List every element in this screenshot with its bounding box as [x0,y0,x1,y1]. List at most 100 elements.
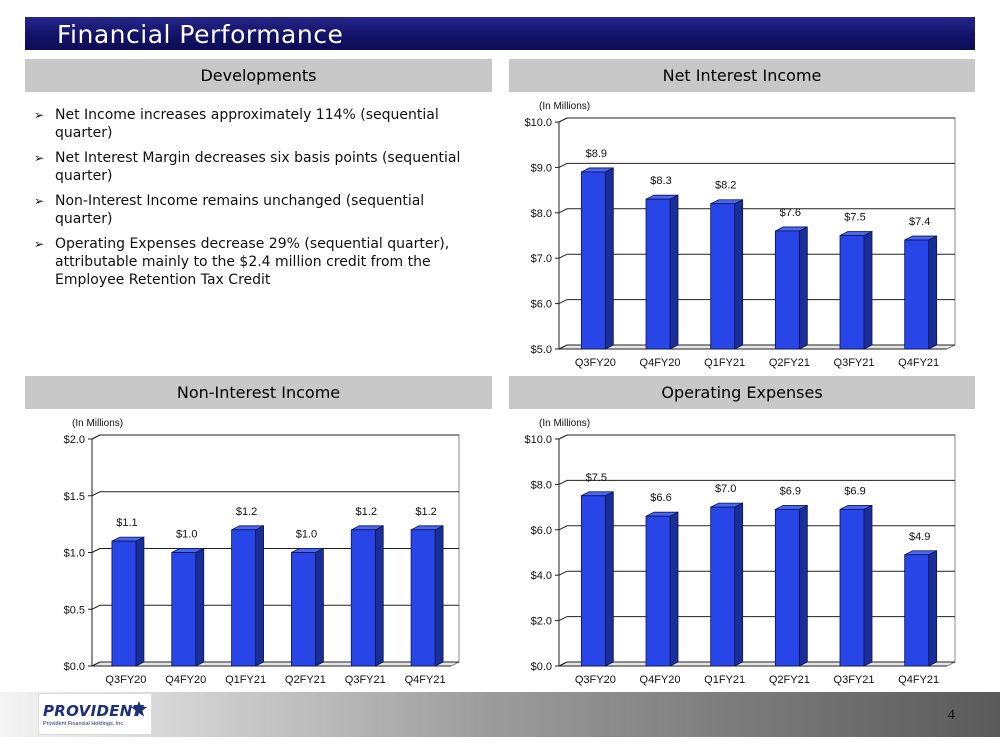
gridline [558,253,955,259]
gridline [558,479,955,485]
gridline [558,525,955,531]
floor [558,661,956,667]
provident-logo: PROVIDENT Provident Financial Holdings, … [38,693,152,735]
gridline [558,570,955,576]
bar [839,230,873,350]
developments-list: ➢ Net Income increases approximately 114%… [34,106,484,296]
y-tick-label: $1.0 [64,548,85,560]
gridline [558,661,955,667]
bar-face [774,508,800,667]
data-label: $7.6 [780,207,801,219]
y-tick-label: $0.5 [64,604,85,616]
gridline [91,604,459,610]
x-tick-label: Q4FY21 [898,674,939,686]
bar-face [580,171,606,350]
bar-face [111,540,137,667]
bar [111,536,145,667]
data-label: $1.2 [356,506,377,518]
gridline [558,616,955,622]
data-label: $6.9 [780,485,801,497]
data-label: $1.2 [236,506,257,518]
bar-side [135,536,145,667]
x-tick-label: Q3FY20 [575,357,616,369]
slide-title: Financial Performance [57,20,344,49]
data-label: $7.4 [909,216,930,228]
x-tick-label: Q3FY20 [575,674,616,686]
y-tick-label: $8.0 [531,479,552,491]
bar-side [669,194,679,350]
bar-face [774,230,800,350]
star-icon [130,700,148,717]
net-interest-income-chart: $5.0 $6.0 $7.0 $8.0 $9.0 $10.0 (In Millions) $8… [524,101,956,369]
operating-expenses-header: Operating Expenses [509,376,975,409]
x-tick-label: Q3FY20 [105,674,146,686]
data-label: $8.3 [650,175,671,187]
gridline [91,548,459,553]
bar-side [604,167,614,350]
bar-side [798,504,808,667]
bar-side [734,199,744,350]
bullet-text: Net Interest Margin decreases six basis … [55,150,461,184]
bar [710,502,744,667]
x-tick-label: Q2FY21 [769,357,810,369]
bar-side [734,502,744,667]
x-tick-label: Q2FY21 [769,674,810,686]
bar [774,504,808,667]
x-tick-label: Q4FY21 [405,674,446,686]
list-item: ➢ Net Interest Margin decreases six basis… [34,149,484,185]
bar-face [231,529,256,667]
back-wall [558,117,956,350]
bar-face [350,529,376,667]
y-tick-label: $6.0 [531,299,552,311]
bullet-text: Non-Interest Income remains unchanged (s… [55,193,425,227]
bar-side [928,235,938,350]
y-tick-label: $6.0 [531,525,552,537]
bar [231,525,264,667]
y-tick-label: $7.0 [531,253,552,265]
floor [558,344,956,350]
logo-wordmark: PROVIDENT [43,702,144,720]
list-item: ➢ Net Income increases approximately 114%… [34,106,484,142]
y-tick-label: $0.0 [531,661,552,673]
data-label: $8.2 [715,180,736,192]
bar-side [604,491,614,667]
logo-subtitle: Provident Financial Holdings, Inc. [43,721,125,727]
back-wall [558,434,956,667]
unit-note: (In Millions) [539,101,590,112]
x-tick-label: Q3FY21 [834,357,875,369]
y-tick-label: $9.0 [531,162,552,174]
bar [580,167,614,350]
y-tick-label: $2.0 [64,434,85,446]
bar [580,491,614,667]
x-tick-label: Q4FY21 [898,357,939,369]
bar-face [710,506,736,667]
bar-side [374,525,384,667]
data-label: $1.2 [415,506,436,518]
y-tick-label: $0.0 [64,661,85,673]
developments-header: Developments [25,59,492,92]
bar-side [255,525,264,667]
bar [291,547,324,667]
data-label: $6.9 [844,485,865,497]
bar [645,194,679,350]
bar-face [904,239,930,350]
bar [904,550,938,667]
bar-side [798,226,808,350]
back-wall [91,434,460,667]
unit-note: (In Millions) [539,418,590,429]
bar-side [863,504,873,667]
x-tick-label: Q1FY21 [704,357,745,369]
bar-face [410,529,436,667]
gridline [558,162,955,168]
bar [171,547,205,667]
data-label: $1.1 [116,517,137,529]
bar-side [195,547,205,667]
gridline [558,299,955,305]
slide-title-bar: Financial Performance [25,17,975,50]
x-tick-label: Q3FY21 [834,674,875,686]
page-number: 4 [947,707,956,723]
bar-side [863,230,873,350]
y-tick-label: $2.0 [531,616,552,628]
list-item: ➢ Non-Interest Income remains unchanged (… [34,192,484,228]
x-tick-label: Q4FY20 [640,357,681,369]
